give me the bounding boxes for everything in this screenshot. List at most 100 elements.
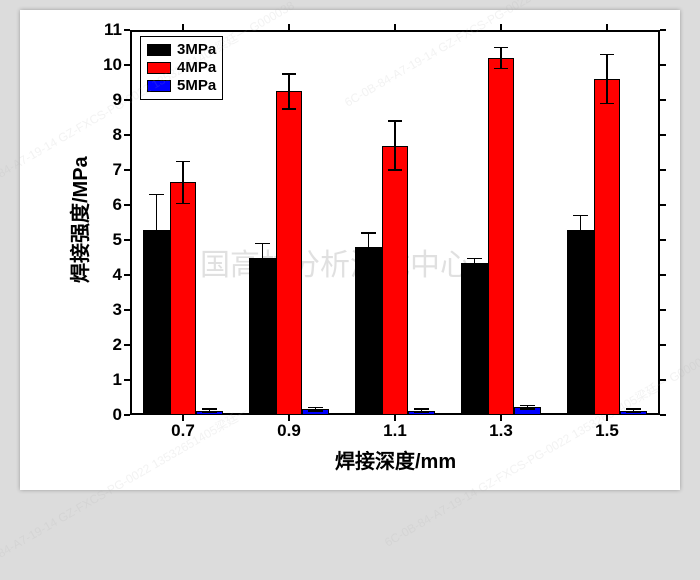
error-bar [394,121,396,170]
bar [488,58,515,415]
error-cap [414,412,429,414]
error-cap [626,408,641,410]
error-cap [573,243,588,245]
y-tick [124,99,130,101]
y-tick [660,344,666,346]
y-tick [124,29,130,31]
error-cap [361,232,376,234]
legend-item: 5MPa [147,77,216,95]
y-tick [660,29,666,31]
x-axis-label: 焊接深度/mm [335,445,456,474]
x-tick [394,24,396,30]
legend-swatch [147,44,171,56]
bar [276,91,303,415]
x-tick-label: 1.3 [489,421,513,441]
y-tick [660,169,666,171]
y-tick [660,309,666,311]
bar [355,247,382,415]
bar [249,258,276,416]
y-tick [124,274,130,276]
legend-label: 3MPa [177,41,216,59]
y-tick [660,414,666,416]
error-cap [573,215,588,217]
x-tick-label: 1.5 [595,421,619,441]
y-tick [124,64,130,66]
y-tick [660,379,666,381]
error-bar [606,55,608,104]
error-bar [156,195,158,265]
legend-swatch [147,62,171,74]
error-bar [368,233,370,261]
error-cap [494,47,509,49]
error-cap [520,408,535,410]
error-cap [467,258,482,260]
legend-item: 3MPa [147,41,216,59]
legend-item: 4MPa [147,59,216,77]
y-tick-label: 10 [96,55,122,75]
error-bar [580,216,582,244]
y-tick-label: 6 [96,195,122,215]
y-tick-label: 3 [96,300,122,320]
error-cap [202,408,217,410]
error-cap [282,73,297,75]
error-cap [626,412,641,414]
x-tick [500,24,502,30]
bar [594,79,621,415]
y-tick [124,379,130,381]
x-tick [288,24,290,30]
error-cap [388,169,403,171]
x-tick-label: 1.1 [383,421,407,441]
y-tick [660,99,666,101]
error-bar [500,48,502,69]
error-bar [262,244,264,272]
y-tick-label: 0 [96,405,122,425]
error-cap [414,408,429,410]
y-tick [124,414,130,416]
x-tick-label: 0.7 [171,421,195,441]
y-tick-label: 1 [96,370,122,390]
y-tick [124,309,130,311]
error-cap [600,54,615,56]
error-bar [182,161,184,203]
bar [461,263,488,415]
y-tick-label: 2 [96,335,122,355]
y-tick-label: 9 [96,90,122,110]
legend: 3MPa4MPa5MPa [140,36,223,100]
y-tick [124,204,130,206]
error-cap [467,266,482,268]
x-tick [182,24,184,30]
error-cap [149,264,164,266]
y-tick [660,204,666,206]
error-bar [288,74,290,109]
bar [382,146,409,416]
y-tick [124,169,130,171]
bar [170,182,197,415]
y-tick [124,134,130,136]
error-cap [308,407,323,409]
legend-label: 4MPa [177,59,216,77]
error-cap [282,108,297,110]
y-tick [660,64,666,66]
y-tick-label: 7 [96,160,122,180]
error-cap [388,120,403,122]
error-cap [149,194,164,196]
y-tick-label: 4 [96,265,122,285]
y-tick-label: 11 [96,20,122,40]
error-cap [176,161,191,163]
y-tick-label: 5 [96,230,122,250]
bar [567,230,594,416]
error-cap [255,271,270,273]
error-cap [308,410,323,412]
error-cap [176,203,191,205]
error-cap [600,103,615,105]
y-axis-label: 焊接强度/MPa [64,156,93,283]
y-tick [660,239,666,241]
y-tick [660,274,666,276]
error-cap [202,412,217,414]
y-tick-label: 8 [96,125,122,145]
error-cap [520,405,535,407]
error-cap [361,260,376,262]
x-tick-label: 0.9 [277,421,301,441]
y-tick [124,344,130,346]
legend-label: 5MPa [177,77,216,95]
